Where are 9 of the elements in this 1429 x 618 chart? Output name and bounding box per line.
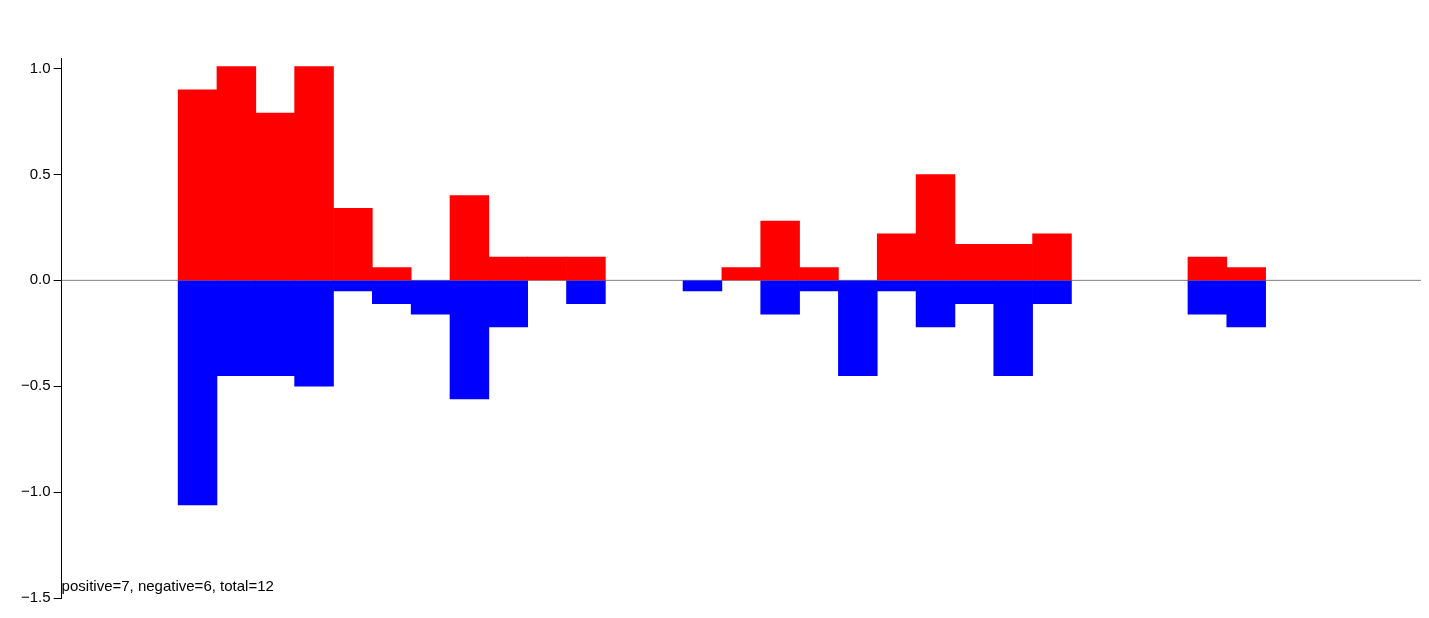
y-tick-label: −1.5 bbox=[20, 588, 51, 606]
bar bbox=[682, 280, 723, 292]
bar bbox=[566, 280, 606, 304]
y-tick-label: −0.5 bbox=[20, 376, 51, 394]
annotation: positive=7, negative=6, total=12 bbox=[61, 576, 274, 594]
y-tick-label: 1.0 bbox=[29, 58, 51, 76]
y-tick-label: 0.0 bbox=[29, 270, 51, 288]
y-tick-label: 0.5 bbox=[29, 164, 51, 182]
y-tick-label: −1.0 bbox=[20, 482, 51, 500]
